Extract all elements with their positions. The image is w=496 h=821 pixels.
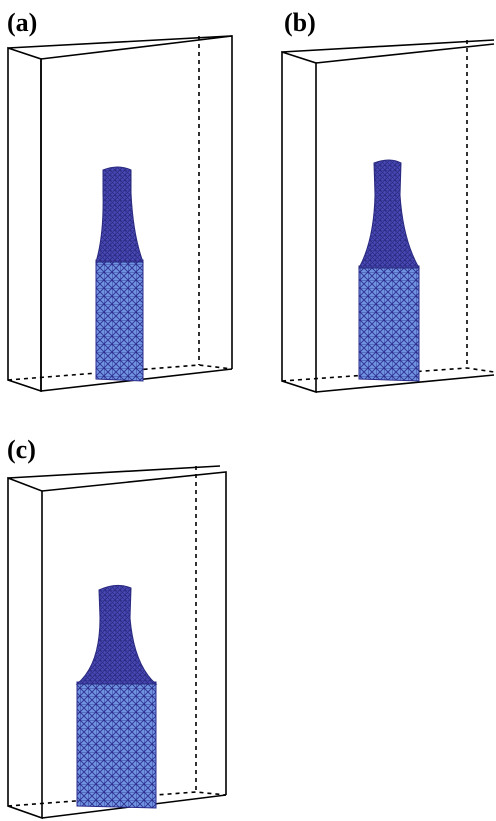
container-box-b (281, 39, 495, 394)
mesh-body-b (358, 159, 420, 382)
panel-c (7, 465, 227, 820)
mesh-body-c (75, 584, 158, 809)
panel-a (7, 35, 233, 393)
panel-label-a: (a) (7, 8, 38, 37)
panel-b (281, 39, 495, 394)
panel-label-c: (c) (7, 435, 36, 464)
container-box-a (7, 35, 233, 393)
panel-label-b: (b) (284, 8, 316, 37)
mesh-body-a (95, 166, 144, 382)
